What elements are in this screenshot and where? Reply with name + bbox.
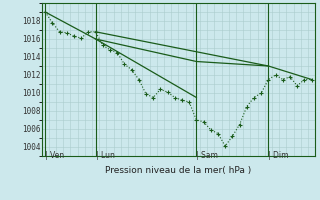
Text: | Sam: | Sam (196, 152, 218, 160)
X-axis label: Pression niveau de la mer( hPa ): Pression niveau de la mer( hPa ) (105, 166, 252, 175)
Text: | Lun: | Lun (96, 152, 115, 160)
Text: | Dim: | Dim (268, 152, 289, 160)
Text: | Ven: | Ven (45, 152, 64, 160)
